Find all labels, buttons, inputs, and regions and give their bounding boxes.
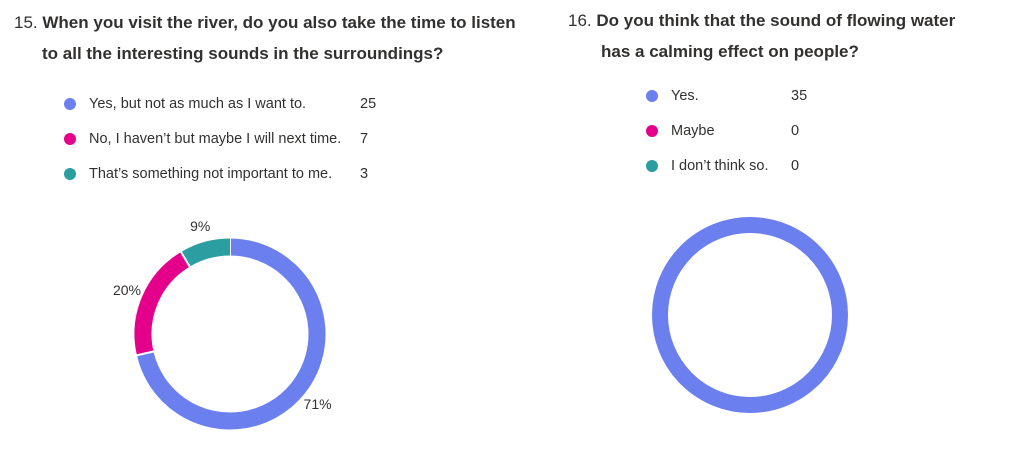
- legend-label: That’s something not important to me.: [89, 166, 333, 182]
- legend-dot-icon: [646, 160, 658, 172]
- legend-dot-icon: [64, 98, 76, 110]
- slice-separator: [135, 350, 155, 357]
- question-16-number: 16.: [568, 11, 592, 30]
- question-16-panel: 16. Do you think that the sound of flowi…: [560, 0, 1019, 453]
- percent-label: 9%: [190, 218, 210, 234]
- question-16-title-line2: has a calming effect on people?: [601, 42, 859, 61]
- question-16-title-line1: Do you think that the sound of flowing w…: [596, 11, 956, 30]
- legend-label: Maybe: [671, 123, 715, 139]
- legend-label: Yes.: [671, 88, 699, 104]
- legend-count: 0: [791, 158, 800, 174]
- slice-separator: [179, 250, 192, 268]
- legend-count: 0: [791, 123, 800, 139]
- legend-dot-icon: [64, 133, 76, 145]
- donut-slice[interactable]: [134, 252, 190, 356]
- question-16-title: 16. Do you think that the sound of flowi…: [568, 5, 1008, 67]
- legend-count: 35: [791, 88, 808, 104]
- question-15-title-line1: When you visit the river, do you also ta…: [42, 13, 516, 32]
- question-15-title-line2: to all the interesting sounds in the sur…: [42, 44, 444, 63]
- percent-label: 71%: [304, 396, 332, 412]
- question-15-number: 15.: [14, 13, 38, 32]
- legend-count: 3: [360, 166, 369, 182]
- legend-label: Yes, but not as much as I want to.: [89, 96, 307, 112]
- question-16-donut-chart: [652, 217, 848, 413]
- legend-count: 25: [360, 96, 377, 112]
- donut-slice[interactable]: [652, 217, 848, 413]
- question-15-donut-chart: 71% 20% 9%: [113, 218, 332, 430]
- legend-dot-icon: [64, 168, 76, 180]
- question-15-title: 15. When you visit the river, do you als…: [14, 7, 529, 69]
- donut-slice[interactable]: [136, 238, 326, 430]
- percent-label: 20%: [113, 282, 141, 298]
- legend-label: I don’t think so.: [671, 158, 769, 174]
- legend-dot-icon: [646, 125, 658, 137]
- legend-label: No, I haven’t but maybe I will next time…: [89, 131, 342, 147]
- donut-slice[interactable]: [181, 238, 231, 267]
- legend-dot-icon: [646, 90, 658, 102]
- legend-count: 7: [360, 131, 369, 147]
- question-15-panel: 15. When you visit the river, do you als…: [14, 7, 529, 430]
